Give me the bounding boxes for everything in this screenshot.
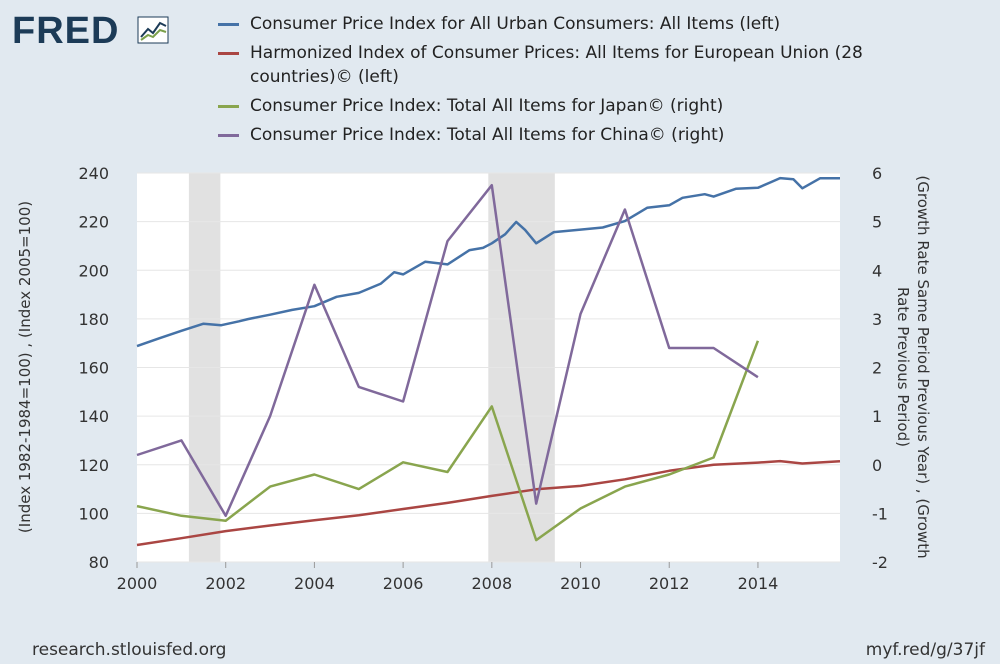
left-tick-label: 140 [78, 407, 109, 426]
series-eu-hicp [136, 459, 841, 547]
legend-label-china-cpi: Consumer Price Index: Total All Items fo… [250, 125, 725, 145]
right-tick-label: -2 [872, 553, 888, 572]
series-japan-cpi [136, 340, 760, 542]
right-axis-title-line1: (Growth Rate Same Period Previous Year) … [914, 175, 932, 558]
left-tick-label: 100 [78, 504, 109, 523]
left-tick-label: 200 [78, 261, 109, 280]
left-tick-label: 180 [78, 310, 109, 329]
x-tick-label: 2012 [649, 574, 690, 593]
legend-item-us-cpi[interactable]: Consumer Price Index for All Urban Consu… [218, 12, 918, 36]
right-tick-label: 2 [872, 359, 882, 378]
left-axis-ticks: 80 100 120 140 160 180 200 220 240 [78, 164, 109, 572]
short-url-link[interactable]: myf.red/g/37jf [865, 640, 985, 660]
x-tick-label: 2004 [294, 574, 335, 593]
legend-label-japan-cpi: Consumer Price Index: Total All Items fo… [250, 96, 724, 116]
right-tick-label: 5 [872, 213, 882, 232]
right-tick-label: 6 [872, 164, 882, 183]
legend-label-eu-hicp: Harmonized Index of Consumer Prices: All… [250, 43, 863, 87]
gridlines [137, 172, 840, 563]
right-axis-ticks: -2 -1 0 1 2 3 4 5 6 [872, 164, 888, 572]
right-tick-label: -1 [872, 504, 888, 523]
series-us-cpi [136, 176, 840, 348]
series-lines [136, 176, 841, 547]
chart-legend: Consumer Price Index for All Urban Consu… [218, 12, 918, 152]
x-tick-label: 2000 [117, 574, 158, 593]
x-tick-label: 2002 [205, 574, 246, 593]
left-tick-label: 240 [78, 164, 109, 183]
legend-item-eu-hicp[interactable]: Harmonized Index of Consumer Prices: All… [218, 41, 918, 89]
logo-text: FRED [12, 10, 119, 50]
legend-swatch-us-cpi [218, 23, 239, 26]
right-tick-label: 4 [872, 261, 882, 280]
legend-label-us-cpi: Consumer Price Index for All Urban Consu… [250, 14, 781, 34]
fred-logo: FRED [12, 10, 169, 50]
x-axis-ticks: 2000 2002 2004 2006 2008 2010 2012 2014 [117, 562, 779, 593]
x-tick-label: 2014 [738, 574, 779, 593]
legend-swatch-japan-cpi [218, 105, 239, 108]
series-china-cpi [136, 183, 759, 518]
right-tick-label: 3 [872, 310, 882, 329]
x-tick-label: 2008 [471, 574, 512, 593]
legend-item-japan-cpi[interactable]: Consumer Price Index: Total All Items fo… [218, 94, 918, 118]
legend-swatch-eu-hicp [218, 52, 239, 55]
x-tick-label: 2006 [383, 574, 424, 593]
left-axis-title: (Index 1982-1984=100) , (Index 2005=100) [16, 201, 34, 533]
x-tick-label: 2010 [560, 574, 601, 593]
left-tick-label: 120 [78, 456, 109, 475]
right-tick-label: 0 [872, 456, 882, 475]
left-tick-label: 220 [78, 213, 109, 232]
legend-item-china-cpi[interactable]: Consumer Price Index: Total All Items fo… [218, 123, 918, 147]
left-tick-label: 160 [78, 359, 109, 378]
source-link[interactable]: research.stlouisfed.org [32, 640, 227, 660]
legend-swatch-china-cpi [218, 134, 239, 137]
right-axis-title-line2: Rate Previous Period) [894, 287, 912, 447]
right-tick-label: 1 [872, 407, 882, 426]
left-tick-label: 80 [89, 553, 109, 572]
logo-graph-icon [137, 16, 169, 44]
